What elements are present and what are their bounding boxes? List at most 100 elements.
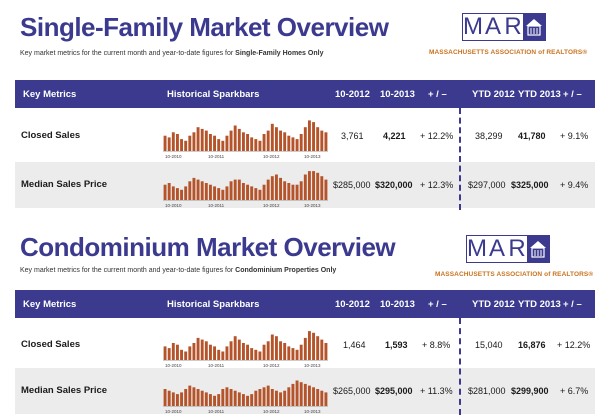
sparkbar	[303, 383, 307, 406]
value-ytd-2012: $281,000	[468, 386, 506, 396]
metric-label: Closed Sales	[21, 339, 81, 350]
sparkbar-chart: 10-2010 10-2011 10-2012 10-2013	[163, 331, 328, 368]
sparkbar	[262, 184, 266, 200]
header-key-metrics: Key Metrics	[23, 89, 77, 100]
sparkbar	[163, 346, 167, 360]
sparkbar-axis-label: 10-2010	[165, 154, 182, 159]
value-change: + 12.3%	[420, 180, 454, 190]
sparkbar-axis-label: 10-2012	[263, 203, 280, 208]
sparkbar	[175, 344, 179, 360]
sparkbar	[192, 177, 196, 200]
sparkbar	[266, 179, 270, 200]
sparkbar	[171, 186, 175, 200]
sparkbar-axis-label: 10-2010	[165, 363, 182, 368]
sparkbar-axis-label: 10-2013	[304, 154, 321, 159]
sparkbar	[241, 394, 245, 406]
sparkbar	[266, 130, 270, 151]
sparkbar	[213, 186, 217, 200]
sparkbar	[279, 177, 283, 200]
logo-letter-r: R	[504, 13, 522, 40]
sparkbar	[299, 382, 303, 406]
sparkbar	[274, 336, 278, 360]
sparkbar	[262, 387, 266, 406]
value-change: + 8.8%	[422, 340, 451, 350]
sparkbar	[295, 349, 299, 360]
metric-label: Median Sales Price	[21, 385, 108, 396]
sparkbar	[229, 341, 233, 360]
table-row: Closed Sales 10-2010 10-2011 10-2012 10-201…	[15, 113, 595, 159]
sparkbar	[217, 188, 221, 200]
sparkbar	[287, 135, 291, 151]
value-ytd-change: + 9.1%	[560, 131, 589, 141]
sparkbar	[254, 390, 258, 406]
sparkbar	[262, 134, 266, 151]
value-change: + 11.3%	[420, 386, 453, 396]
sparkbar	[283, 132, 287, 151]
sparkbar	[270, 176, 274, 200]
sparkbar-axis-label: 10-2013	[304, 363, 321, 368]
sparkbar	[237, 392, 241, 406]
sparkbar	[229, 389, 233, 406]
sparkbar	[184, 389, 188, 406]
sparkbar	[192, 387, 196, 406]
sparkbar	[233, 336, 237, 360]
sparkbar	[175, 394, 179, 406]
sparkbar	[316, 172, 320, 200]
sparkbar	[254, 188, 258, 200]
value-2013: $320,000	[375, 180, 413, 190]
sparkbar	[299, 134, 303, 151]
sparkbar	[299, 344, 303, 360]
sparkbar	[287, 387, 291, 406]
sparkbar	[217, 349, 221, 360]
sparkbar	[320, 176, 324, 200]
value-ytd-2012: $297,000	[468, 180, 506, 190]
sparkbar	[225, 135, 229, 151]
sparkbar	[254, 349, 258, 360]
header-10-2012: 10-2012	[335, 299, 370, 310]
sparkbar	[167, 348, 171, 360]
sparkbar	[258, 140, 262, 151]
sparkbar	[258, 351, 262, 360]
sparkbar	[270, 123, 274, 151]
value-ytd-2012: 38,299	[475, 131, 503, 141]
sparkbar	[188, 385, 192, 406]
header-ytd-2012: YTD 2012	[472, 89, 515, 100]
sparkbar	[171, 343, 175, 360]
subtitle-bold: Condominium Properties Only	[235, 267, 337, 274]
sparkbar	[225, 186, 229, 200]
sparkbar	[233, 125, 237, 151]
sparkbar	[312, 122, 316, 151]
page-title: Single-Family Market Overview	[20, 12, 389, 42]
sparkbar	[225, 387, 229, 406]
sparkbar	[233, 179, 237, 200]
sparkbar	[188, 135, 192, 151]
sparkbar	[208, 344, 212, 360]
sparkbar	[163, 389, 167, 406]
sparkbar	[241, 132, 245, 151]
sparkbar	[303, 174, 307, 200]
sparkbar	[184, 186, 188, 200]
sparkbar-axis-label: 10-2013	[304, 409, 321, 414]
table-row: Median Sales Price 10-2010 10-2011 10-2012…	[15, 368, 595, 414]
sparkbar	[221, 140, 225, 151]
value-ytd-2013: $325,000	[511, 180, 549, 190]
sparkbar	[200, 128, 204, 151]
sparkbar	[299, 181, 303, 200]
sparkbar	[291, 383, 295, 406]
sparkbar	[270, 334, 274, 360]
sparkbar-chart: 10-2010 10-2011 10-2012 10-2013	[163, 120, 328, 159]
sparkbar	[204, 341, 208, 360]
value-ytd-2013: 41,780	[518, 131, 546, 141]
sparkbar	[312, 171, 316, 200]
sparkbar	[196, 127, 200, 151]
sparkbar	[274, 174, 278, 200]
sparkbar	[200, 339, 204, 360]
sparkbar	[316, 127, 320, 151]
sparkbar	[279, 392, 283, 406]
logo-letter-m: M	[463, 13, 483, 40]
sparkbar	[283, 181, 287, 200]
sparkbar	[213, 395, 217, 406]
sparkbar	[180, 392, 184, 406]
sparkbar	[274, 390, 278, 406]
sparkbar	[287, 183, 291, 200]
